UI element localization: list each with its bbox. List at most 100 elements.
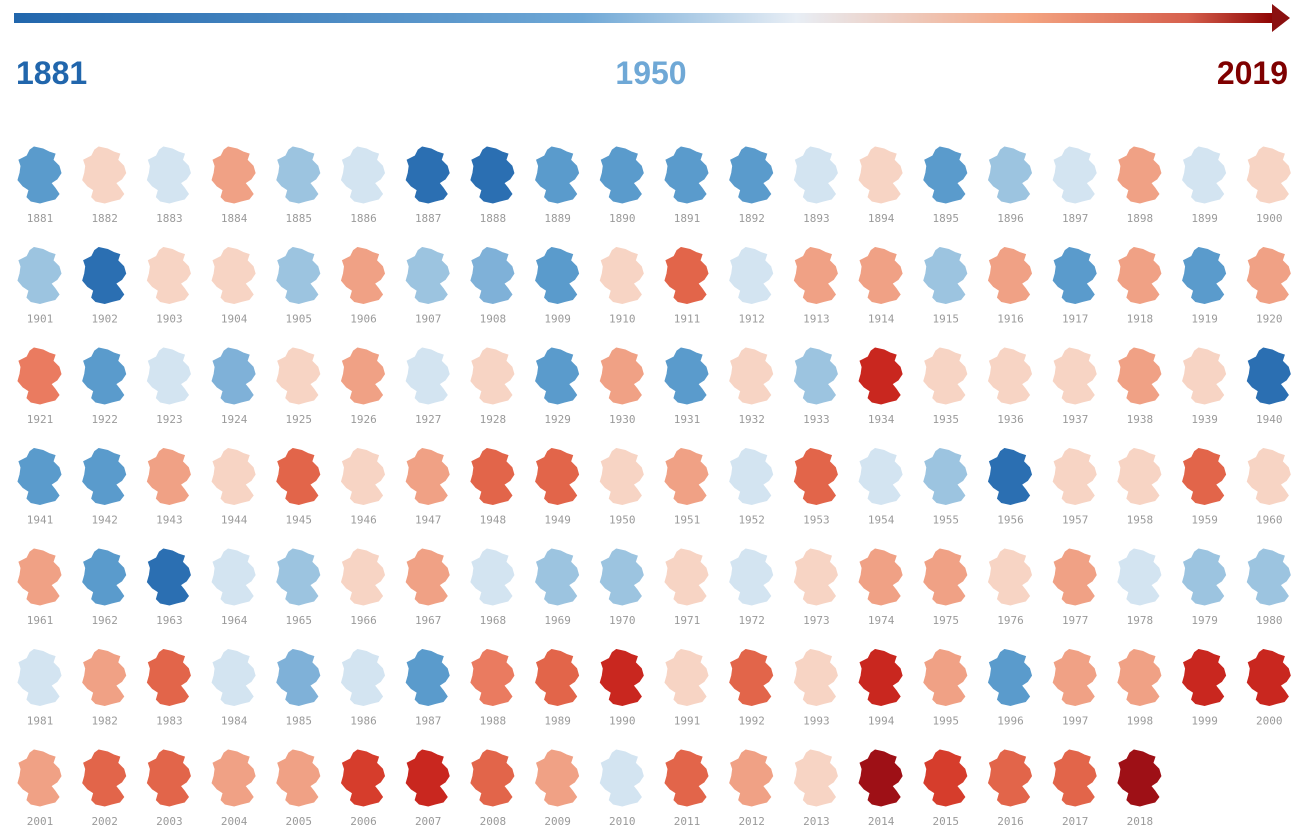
map-tile: 2011 bbox=[665, 750, 708, 828]
germany-map bbox=[147, 750, 190, 806]
germany-map bbox=[924, 449, 967, 505]
year-label: 1978 bbox=[1127, 614, 1154, 627]
end-label: 2019 bbox=[1217, 55, 1288, 91]
year-label: 1917 bbox=[1062, 313, 1089, 326]
germany-map bbox=[859, 147, 902, 203]
map-tile: 2014 bbox=[859, 750, 902, 828]
germany-map bbox=[730, 348, 773, 404]
map-tile: 1993 bbox=[794, 650, 837, 728]
germany-map bbox=[1053, 650, 1096, 706]
germany-map bbox=[18, 348, 61, 404]
map-tile: 2008 bbox=[471, 750, 514, 828]
year-label: 1938 bbox=[1127, 413, 1154, 426]
germany-map bbox=[1183, 449, 1226, 505]
germany-map bbox=[18, 549, 61, 605]
map-tile: 2009 bbox=[536, 750, 579, 828]
year-label: 2013 bbox=[803, 815, 830, 828]
germany-map bbox=[536, 147, 579, 203]
year-label: 2007 bbox=[415, 815, 442, 828]
year-label: 1918 bbox=[1127, 313, 1154, 326]
germany-map bbox=[212, 248, 255, 304]
map-tile: 1970 bbox=[600, 549, 643, 627]
germany-map bbox=[794, 248, 837, 304]
germany-map bbox=[277, 348, 320, 404]
year-label: 1942 bbox=[91, 514, 118, 527]
year-label: 1908 bbox=[480, 313, 507, 326]
map-tile: 1932 bbox=[730, 348, 773, 426]
germany-map bbox=[600, 449, 643, 505]
map-tile: 2015 bbox=[924, 750, 967, 828]
map-tile: 1940 bbox=[1247, 348, 1290, 426]
map-tile: 1934 bbox=[859, 348, 902, 426]
germany-map bbox=[406, 147, 449, 203]
germany-map bbox=[342, 750, 385, 806]
map-tile: 1953 bbox=[794, 449, 837, 527]
germany-map bbox=[406, 449, 449, 505]
germany-map bbox=[342, 348, 385, 404]
map-tile: 1995 bbox=[924, 650, 967, 728]
year-label: 1936 bbox=[997, 413, 1024, 426]
germany-map bbox=[730, 750, 773, 806]
germany-map bbox=[730, 650, 773, 706]
year-label: 1976 bbox=[997, 614, 1024, 627]
year-label: 1993 bbox=[803, 715, 830, 728]
map-tile: 2016 bbox=[989, 750, 1032, 828]
year-label: 1881 bbox=[27, 212, 54, 225]
germany-map bbox=[1118, 348, 1161, 404]
germany-map bbox=[1053, 147, 1096, 203]
germany-map bbox=[794, 650, 837, 706]
year-label: 1949 bbox=[544, 514, 571, 527]
germany-map bbox=[18, 147, 61, 203]
germany-map bbox=[536, 750, 579, 806]
year-label: 1920 bbox=[1256, 313, 1283, 326]
map-tile: 1930 bbox=[600, 348, 643, 426]
map-tile: 1963 bbox=[147, 549, 190, 627]
year-label: 1891 bbox=[674, 212, 701, 225]
year-label: 2016 bbox=[997, 815, 1024, 828]
map-tile: 1904 bbox=[212, 248, 255, 326]
timeline-bar bbox=[14, 13, 1276, 23]
map-tile: 1996 bbox=[989, 650, 1032, 728]
germany-map bbox=[859, 449, 902, 505]
map-tile: 1989 bbox=[536, 650, 579, 728]
year-label: 1970 bbox=[609, 614, 636, 627]
year-label: 1961 bbox=[27, 614, 54, 627]
year-label: 2006 bbox=[350, 815, 377, 828]
germany-map bbox=[1118, 750, 1161, 806]
map-tile: 2002 bbox=[83, 750, 126, 828]
germany-map bbox=[1053, 750, 1096, 806]
germany-map bbox=[730, 549, 773, 605]
year-label: 1909 bbox=[544, 313, 571, 326]
map-tile: 1897 bbox=[1053, 147, 1096, 225]
germany-map bbox=[794, 750, 837, 806]
map-tile: 1947 bbox=[406, 449, 449, 527]
map-tile: 1966 bbox=[342, 549, 385, 627]
year-label: 1924 bbox=[221, 413, 248, 426]
germany-map bbox=[406, 650, 449, 706]
year-label: 1923 bbox=[156, 413, 183, 426]
map-tile: 1962 bbox=[83, 549, 126, 627]
map-tile: 1972 bbox=[730, 549, 773, 627]
year-label: 1914 bbox=[868, 313, 895, 326]
germany-map bbox=[989, 549, 1032, 605]
year-label: 2002 bbox=[91, 815, 118, 828]
year-label: 1979 bbox=[1191, 614, 1218, 627]
germany-map bbox=[1247, 248, 1290, 304]
year-label: 1890 bbox=[609, 212, 636, 225]
map-tile: 1910 bbox=[600, 248, 643, 326]
year-label: 1962 bbox=[91, 614, 118, 627]
map-tile: 1980 bbox=[1247, 549, 1290, 627]
map-tile: 1967 bbox=[406, 549, 449, 627]
map-tile: 1945 bbox=[277, 449, 320, 527]
germany-map bbox=[794, 549, 837, 605]
germany-map bbox=[277, 549, 320, 605]
map-tile: 1955 bbox=[924, 449, 967, 527]
year-label: 1959 bbox=[1191, 514, 1218, 527]
year-label: 1982 bbox=[91, 715, 118, 728]
year-label: 1895 bbox=[933, 212, 960, 225]
germany-map bbox=[406, 248, 449, 304]
germany-map bbox=[1118, 549, 1161, 605]
germany-map bbox=[277, 147, 320, 203]
germany-map bbox=[665, 750, 708, 806]
map-tile: 1909 bbox=[536, 248, 579, 326]
